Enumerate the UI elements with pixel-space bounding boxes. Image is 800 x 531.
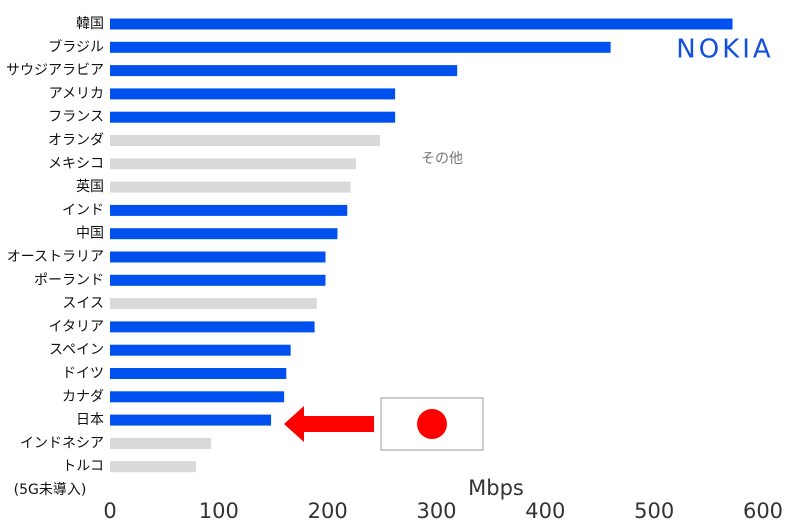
bar <box>110 88 396 100</box>
bar <box>110 135 380 146</box>
y-tick-label: アメリカ <box>49 86 104 102</box>
y-tick-label: メキシコ <box>48 156 104 172</box>
y-tick-label: イタリア <box>49 319 104 335</box>
bar <box>110 181 351 193</box>
y-tick-label: カナダ <box>62 389 104 405</box>
bar <box>110 414 272 426</box>
y-tick-label: フランス <box>48 109 104 125</box>
bar <box>110 461 196 473</box>
bar <box>110 368 287 379</box>
x-axis-label: Mbps <box>468 476 524 500</box>
bar <box>110 437 212 449</box>
y-tick-label: オランダ <box>48 133 104 149</box>
bar <box>110 228 338 240</box>
x-tick-label: 300 <box>416 499 456 523</box>
bar <box>110 111 396 123</box>
y-tick-label: ブラジル <box>48 38 104 55</box>
x-tick-label: 600 <box>743 499 783 523</box>
y-tick-label: トルコ <box>62 459 104 475</box>
y-tick-label: 中国 <box>76 226 104 242</box>
bar <box>110 344 291 356</box>
flag-circle <box>417 409 447 439</box>
bar <box>110 298 317 310</box>
x-tick-label: 0 <box>103 499 116 523</box>
y-tick-label: ポーランド <box>34 272 104 288</box>
bar <box>110 251 326 263</box>
y-tick-label: スペイン <box>49 342 104 358</box>
bar <box>110 391 285 403</box>
arrow <box>302 416 374 432</box>
bar <box>110 204 348 216</box>
x-tick-label: 400 <box>525 499 565 523</box>
arrow-head <box>284 406 304 442</box>
annotation: その他 <box>421 151 463 167</box>
logo: NOKIA <box>676 35 773 65</box>
bar <box>110 18 733 30</box>
bar <box>110 65 458 77</box>
y-tick-label: ドイツ <box>62 366 104 382</box>
y-tick-label: スイス <box>62 296 104 312</box>
y-tick-label: インドネシア <box>20 435 104 451</box>
bar <box>110 158 356 170</box>
x-tick-label: 200 <box>308 499 348 523</box>
bar <box>110 41 611 53</box>
y-tick-label: サウジアラビア <box>6 63 104 79</box>
annotation: (5G未導入) <box>14 482 87 498</box>
y-tick-label: 韓国 <box>76 16 104 32</box>
x-tick-label: 100 <box>199 499 239 523</box>
x-tick-label: 500 <box>634 499 674 523</box>
bar <box>110 321 315 333</box>
y-tick-label: 日本 <box>76 412 104 428</box>
y-tick-label: オーストラリア <box>7 249 104 265</box>
bar <box>110 274 326 286</box>
y-tick-label: インド <box>62 202 104 218</box>
y-tick-label: 英国 <box>76 178 104 195</box>
